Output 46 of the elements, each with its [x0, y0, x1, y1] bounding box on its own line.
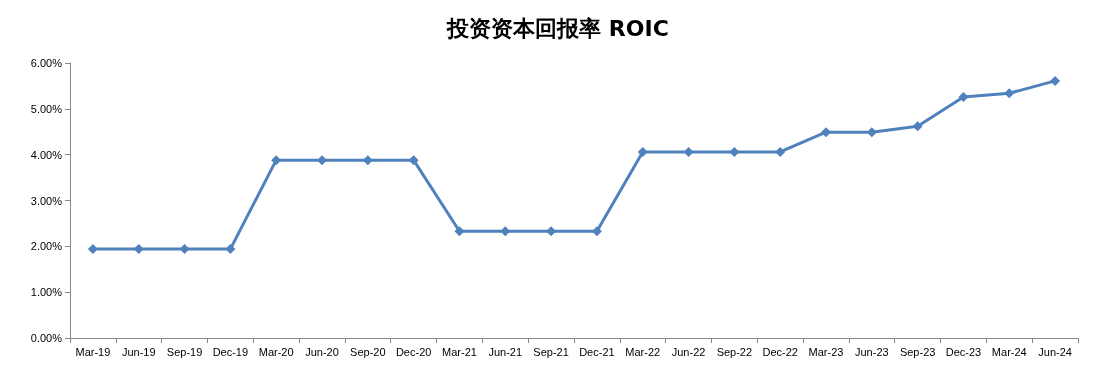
- x-tick-label: Sep-22: [716, 345, 753, 358]
- x-tick-label: Sep-19: [166, 345, 203, 358]
- x-tick-label: Jun-20: [305, 345, 339, 358]
- x-tick-label: Dec-22: [762, 345, 798, 358]
- point: [912, 121, 923, 132]
- x-tick-label: Jun-19: [121, 345, 156, 358]
- y-tick-label: 1.00%: [30, 286, 63, 299]
- x-tick-label: Mar-19: [75, 345, 111, 358]
- x-tick-label: Sep-23: [899, 345, 936, 358]
- y-tick-label: 2.00%: [30, 240, 63, 253]
- y-tick-label: 5.00%: [30, 102, 63, 115]
- point: [225, 244, 236, 255]
- x-tick-label: Jun-24: [1038, 345, 1072, 358]
- point: [1050, 75, 1061, 86]
- point: [958, 91, 969, 102]
- y-tick-label: 6.00%: [30, 57, 63, 69]
- x-tick-label: Mar-23: [808, 345, 844, 358]
- x-tick-label: Sep-21: [533, 345, 569, 358]
- chart-title: 投资资本回报率 ROIC: [446, 15, 669, 41]
- point: [1004, 88, 1015, 99]
- point: [179, 244, 190, 255]
- x-tick-label: Dec-23: [945, 345, 982, 358]
- point: [821, 127, 831, 138]
- x-tick-label: Dec-20: [395, 345, 432, 358]
- x-tick-label: Jun-23: [855, 345, 889, 358]
- point: [408, 155, 419, 166]
- x-tick-label: Jun-22: [671, 345, 706, 358]
- point: [317, 155, 327, 166]
- y-tick-label: 4.00%: [30, 148, 63, 161]
- y-tick-label: 3.00%: [30, 194, 63, 207]
- point: [775, 146, 786, 157]
- point: [454, 226, 465, 237]
- x-tick-label: Dec-21: [579, 345, 615, 358]
- y-tick-label: 0.00%: [30, 332, 63, 344]
- x-tick-label: Dec-19: [212, 345, 249, 358]
- x-tick-label: Mar-22: [625, 345, 661, 358]
- x-tick-label: Jun-21: [488, 345, 523, 358]
- x-tick-label: Mar-24: [991, 345, 1027, 358]
- point: [637, 146, 648, 157]
- x-tick-label: Sep-20: [350, 345, 386, 358]
- x-tick-label: Mar-20: [258, 345, 294, 358]
- point: [729, 146, 740, 157]
- point: [500, 226, 511, 237]
- point: [683, 146, 694, 157]
- point: [87, 244, 98, 255]
- x-tick-label: Mar-21: [442, 345, 477, 358]
